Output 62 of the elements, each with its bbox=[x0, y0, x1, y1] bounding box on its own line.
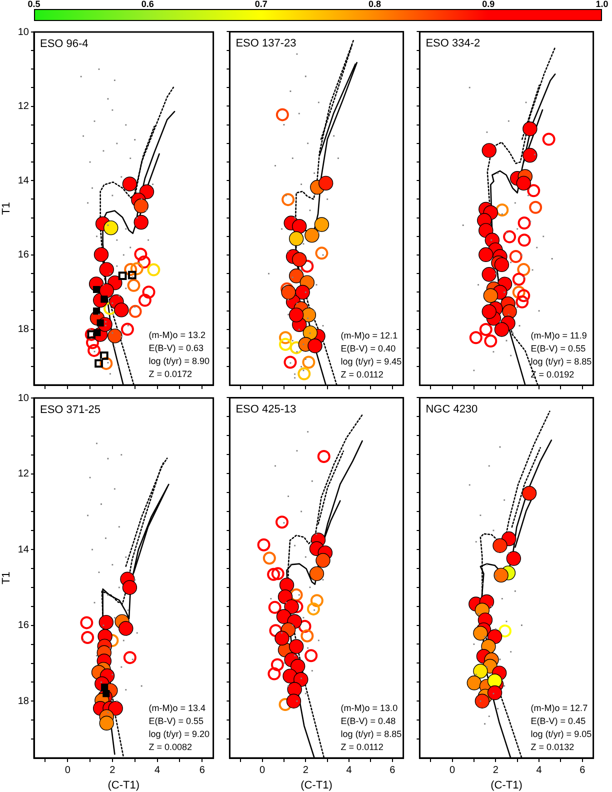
x-tick-label: 0 bbox=[64, 764, 71, 776]
y-tick-label: 12 bbox=[18, 101, 30, 112]
x-tick-label: 2 bbox=[492, 764, 499, 776]
text: NGC 4230 bbox=[426, 404, 478, 416]
annotation: (m-M)o = 13.4 bbox=[148, 703, 206, 713]
annotation: log (t/yr) = 9.45 bbox=[340, 356, 402, 366]
annotation: Z = 0.0172 bbox=[148, 369, 192, 379]
text: ESO 137-23 bbox=[236, 38, 296, 50]
color-bar-label: 1.0 bbox=[596, 0, 608, 9]
text: ESO 371-25 bbox=[40, 404, 101, 416]
annotation: log (t/yr) = 8.90 bbox=[148, 356, 210, 366]
y-tick-label: 16 bbox=[18, 250, 30, 261]
x-tick-label: 6 bbox=[580, 764, 586, 776]
text: ESO 334-2 bbox=[426, 38, 480, 50]
x-tick-label: 6 bbox=[390, 764, 396, 776]
y-tick-label: 14 bbox=[18, 175, 30, 186]
color-bar-label: 0.9 bbox=[482, 0, 495, 9]
annotation: log (t/yr) = 9.20 bbox=[148, 729, 210, 739]
annotation: E(B-V) = 0.63 bbox=[148, 343, 204, 353]
annotation: E(B-V) = 0.55 bbox=[530, 343, 586, 354]
y-tick-label: 16 bbox=[18, 620, 30, 632]
x-tick-label: 4 bbox=[536, 764, 542, 776]
x-axis-title: (C-T1) bbox=[490, 779, 522, 792]
color-bar-label: 0.6 bbox=[141, 0, 154, 9]
x-tick-label: 2 bbox=[302, 764, 309, 776]
annotation: Z = 0.0132 bbox=[530, 742, 574, 752]
annotation: log (t/yr) = 8.85 bbox=[340, 729, 402, 739]
annotation: E(B-V) = 0.55 bbox=[148, 716, 204, 726]
y-tick-label: 12 bbox=[18, 468, 30, 480]
y-tick-label: 14 bbox=[18, 544, 30, 556]
annotation: (m-M)o = 13.2 bbox=[148, 330, 206, 340]
x-tick-label: 4 bbox=[346, 764, 352, 776]
color-bar-label: 0.5 bbox=[28, 0, 40, 9]
annotation: E(B-V) = 0.45 bbox=[530, 716, 586, 726]
annotation: (m-M)o = 13.0 bbox=[340, 703, 398, 713]
y-tick-label: 10 bbox=[18, 392, 30, 404]
color-bar-label: 0.8 bbox=[368, 0, 382, 9]
y-axis-title: T1 bbox=[0, 572, 13, 584]
x-tick-label: 6 bbox=[199, 764, 206, 776]
annotation: log (t/yr) = 8.85 bbox=[530, 356, 592, 366]
y-tick-label: 10 bbox=[18, 26, 30, 38]
color-bar-label: 0.7 bbox=[254, 0, 268, 9]
x-tick-label: 0 bbox=[259, 764, 266, 776]
y-tick-label: 18 bbox=[18, 324, 30, 336]
x-axis-title: (C-T1) bbox=[300, 779, 332, 792]
annotation: (m-M)o = 12.1 bbox=[340, 330, 398, 340]
annotation: E(B-V) = 0.48 bbox=[340, 716, 396, 726]
x-tick-label: 0 bbox=[449, 764, 456, 776]
text: ESO 425-13 bbox=[236, 404, 296, 416]
y-tick-label: 18 bbox=[18, 696, 30, 707]
text: ESO 96-4 bbox=[40, 38, 88, 50]
annotation: E(B-V) = 0.40 bbox=[340, 343, 396, 354]
annotation: Z = 0.0112 bbox=[340, 369, 384, 380]
y-axis-title: T1 bbox=[0, 202, 13, 215]
annotation: (m-M)o = 12.7 bbox=[530, 703, 588, 713]
annotation: Z = 0.0112 bbox=[340, 742, 384, 752]
annotation: Z = 0.0082 bbox=[148, 742, 192, 752]
annotation: log (t/yr) = 9.05 bbox=[530, 729, 592, 739]
annotation: (m-M)o = 11.9 bbox=[530, 330, 587, 340]
x-axis-title: (C-T1) bbox=[108, 779, 140, 792]
x-tick-label: 4 bbox=[154, 764, 160, 776]
x-tick-label: 2 bbox=[110, 764, 116, 776]
